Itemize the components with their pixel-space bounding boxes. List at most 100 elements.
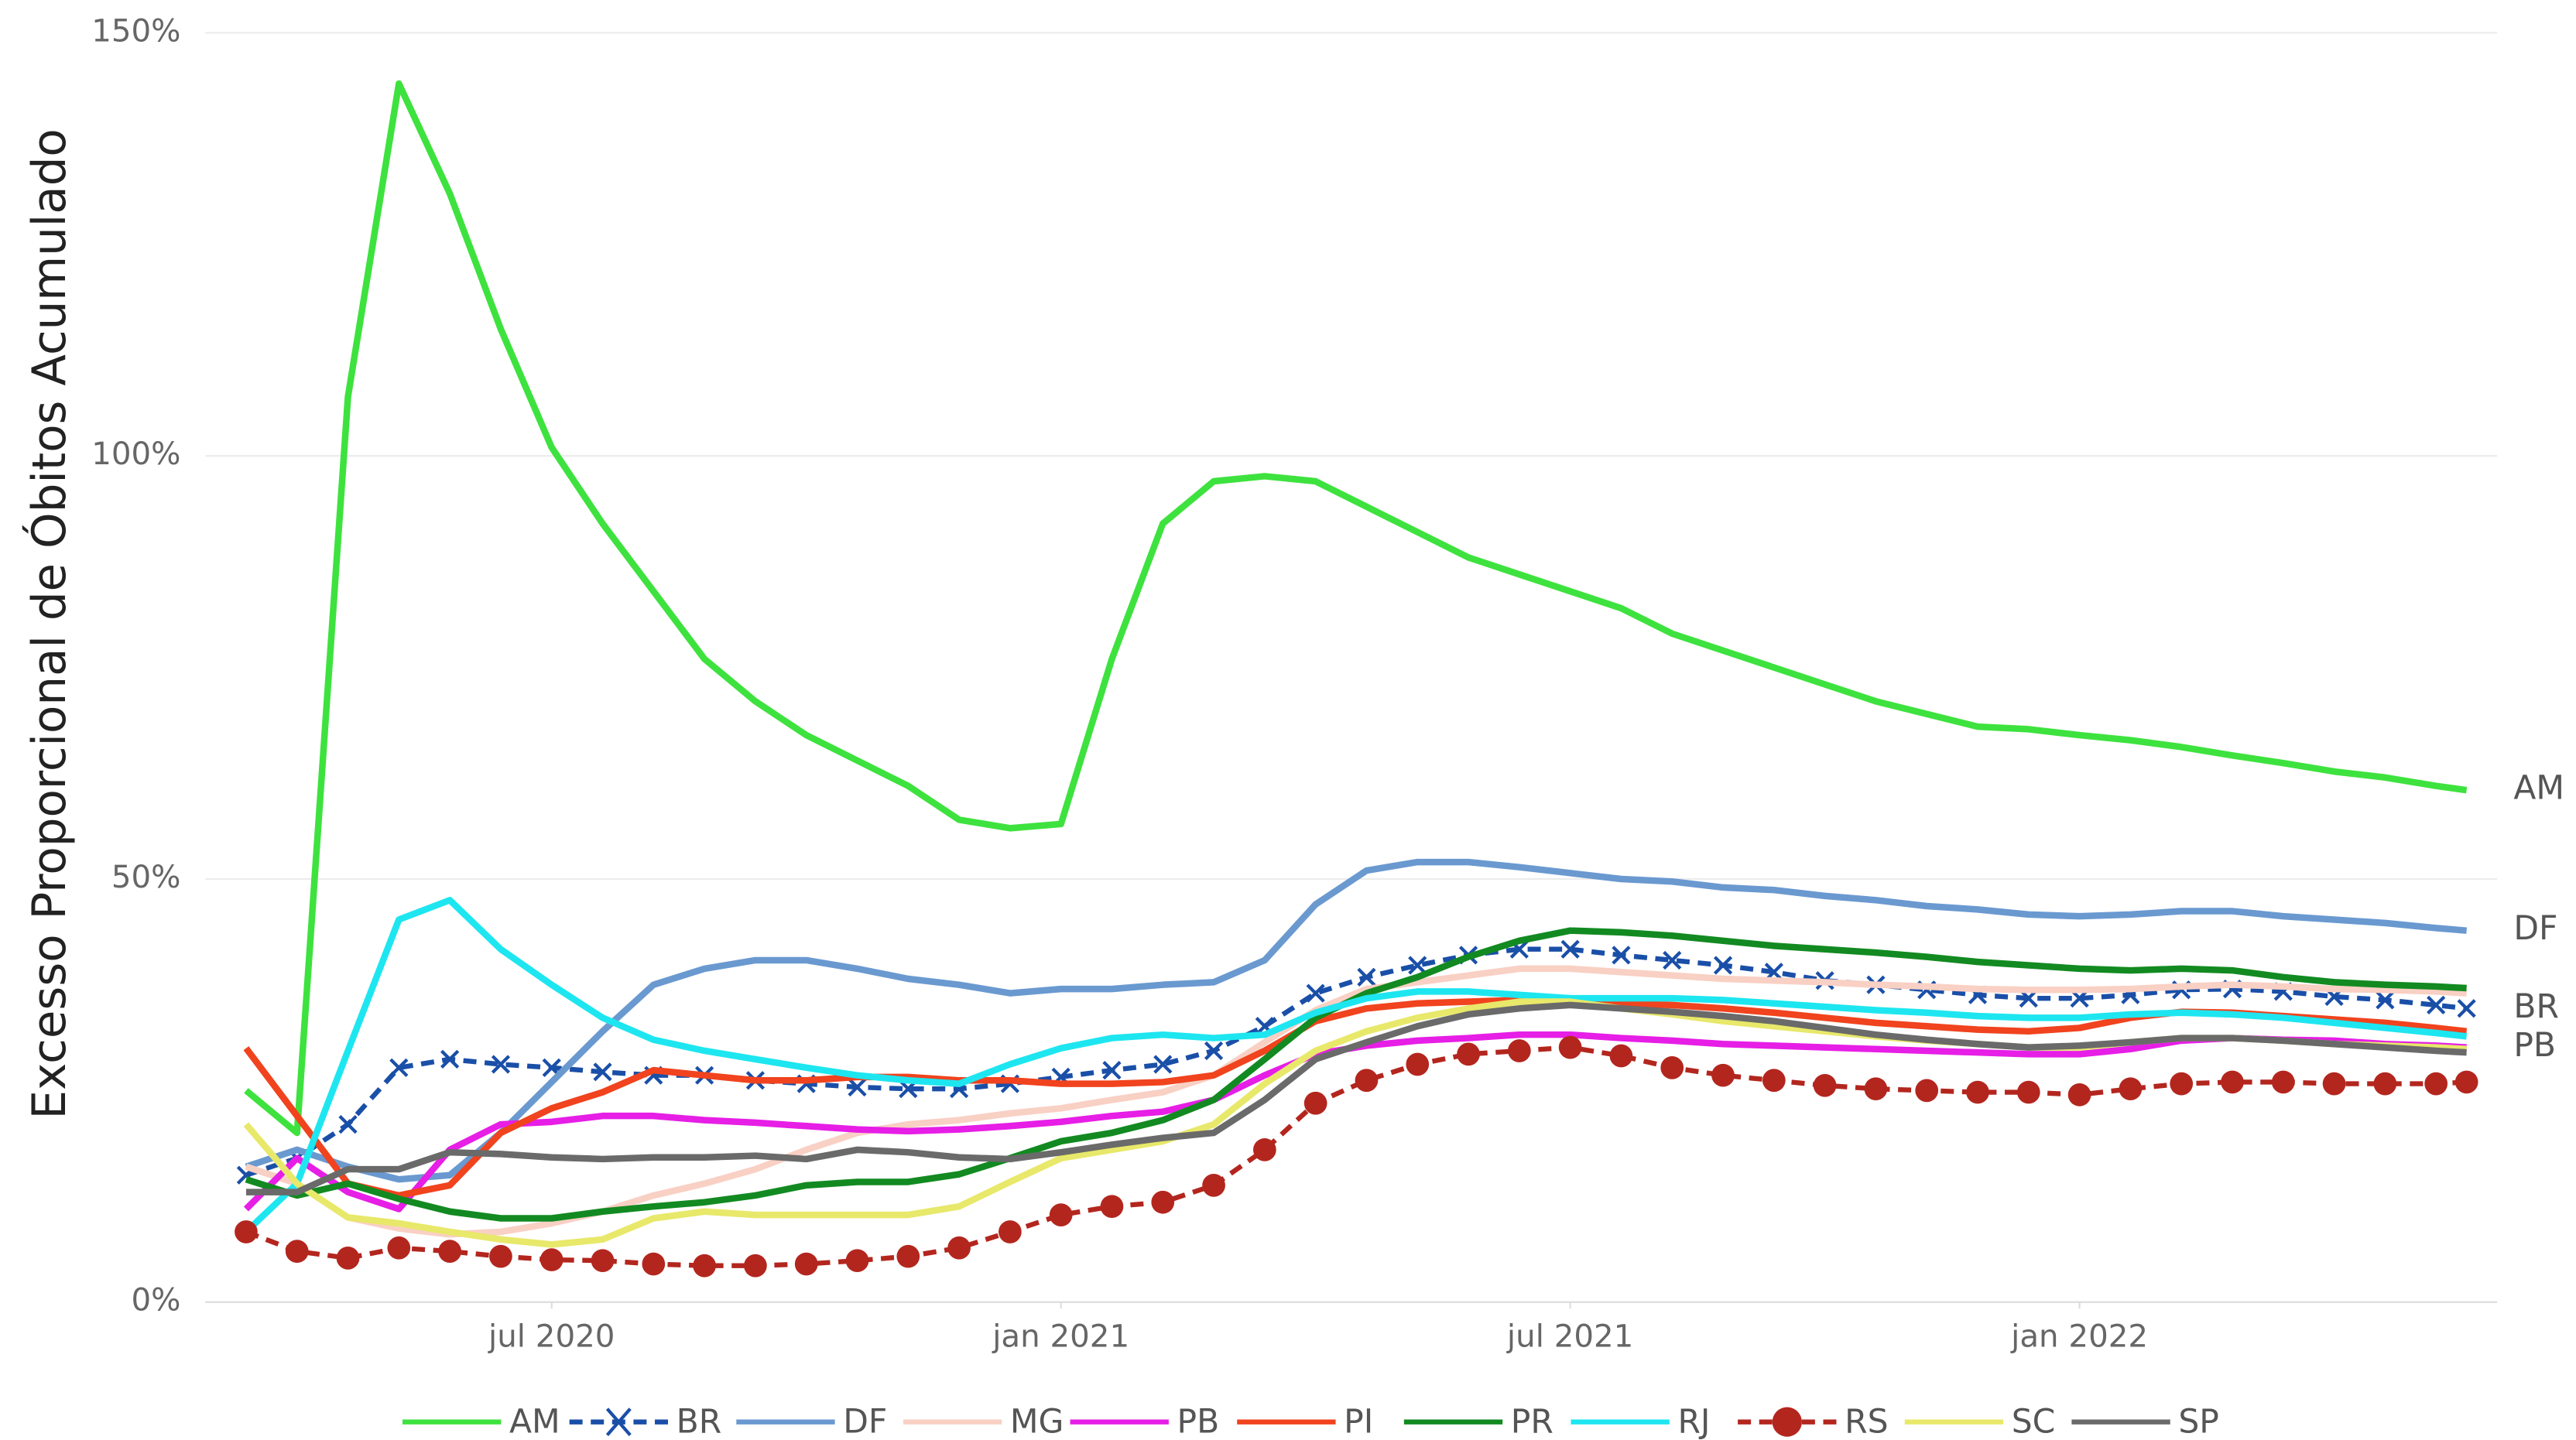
- series-line: [245, 927, 2467, 1222]
- y-tick-label: 0%: [132, 1282, 181, 1319]
- point: [2424, 1072, 2448, 1096]
- point: [1253, 1138, 1276, 1161]
- point: [2454, 1070, 2478, 1094]
- series-line: [243, 998, 2467, 1248]
- point: [1762, 1069, 1786, 1093]
- legend-item: PB: [1070, 1403, 1220, 1440]
- end-label: BR: [2513, 988, 2559, 1026]
- point: [285, 1240, 309, 1263]
- point: [2457, 999, 2476, 1018]
- point: [438, 1240, 461, 1263]
- x-tick-label: jan 2022: [2010, 1318, 2148, 1354]
- point: [1303, 1091, 1327, 1115]
- series-line: [245, 946, 2467, 1178]
- x-tick-label: jul 2021: [1506, 1318, 1633, 1354]
- point: [1558, 1035, 1582, 1059]
- point: [1966, 1080, 1989, 1104]
- point: [1151, 1190, 1175, 1214]
- point: [1102, 1061, 1122, 1080]
- point: [999, 1220, 1022, 1243]
- point: [489, 1244, 512, 1268]
- series-line: [245, 858, 2467, 1183]
- point: [2016, 1080, 2040, 1104]
- series: [244, 897, 2468, 1235]
- series-line: [243, 997, 2468, 1199]
- x-tick-label: jul 2020: [488, 1318, 615, 1354]
- series: AM: [244, 80, 2564, 1137]
- point: [1408, 956, 1427, 975]
- series-line: [244, 80, 2468, 1137]
- legend-marker: [1772, 1407, 1802, 1437]
- series-line: [244, 897, 2468, 1235]
- point: [1660, 1055, 1684, 1079]
- series: [245, 927, 2467, 1222]
- legend-label: BR: [677, 1403, 722, 1440]
- point: [896, 1244, 920, 1268]
- point: [440, 1049, 460, 1069]
- series: PB: [243, 1027, 2556, 1213]
- point: [1049, 1203, 1073, 1226]
- point: [947, 1236, 971, 1260]
- legend-item: DF: [736, 1403, 887, 1440]
- legend-item: PR: [1403, 1403, 1553, 1440]
- legend-label: PR: [1511, 1403, 1553, 1440]
- point: [591, 1249, 615, 1273]
- point: [1711, 1063, 1735, 1087]
- point: [1202, 1173, 1225, 1197]
- legend-label: PI: [1344, 1403, 1373, 1440]
- point: [1560, 939, 1580, 959]
- legend-item: BR: [569, 1403, 722, 1440]
- legend-marker: [605, 1408, 632, 1437]
- point: [336, 1247, 360, 1270]
- legend-label: PB: [1177, 1403, 1220, 1440]
- point: [2221, 1070, 2244, 1094]
- y-tick-label: 50%: [111, 859, 181, 895]
- point: [1204, 1041, 1224, 1061]
- series: BR: [236, 939, 2559, 1185]
- x-tick-label: jan 2021: [992, 1318, 1129, 1354]
- point: [2170, 1072, 2194, 1096]
- point: [1357, 967, 1376, 987]
- legend-label: RJ: [1677, 1403, 1710, 1440]
- point: [540, 1248, 564, 1271]
- legend-item: SC: [1904, 1403, 2055, 1440]
- point: [2427, 995, 2446, 1015]
- point: [1306, 983, 1325, 1003]
- series-line: [245, 1045, 2467, 1268]
- legend-label: RS: [1845, 1403, 1888, 1440]
- point: [848, 1077, 867, 1097]
- series-line: [245, 965, 2467, 1238]
- end-label: PB: [2513, 1027, 2556, 1065]
- point: [1915, 1079, 1939, 1103]
- point: [2271, 1070, 2295, 1094]
- point: [1100, 1195, 1124, 1219]
- series-line: [245, 1001, 2467, 1195]
- legend-item: MG: [903, 1403, 1064, 1440]
- point: [1864, 1077, 1888, 1101]
- legend-label: AM: [509, 1403, 560, 1440]
- point: [1457, 1042, 1480, 1066]
- series: [243, 998, 2467, 1248]
- end-label: AM: [2513, 770, 2564, 808]
- point: [1612, 946, 1631, 965]
- point: [1355, 1069, 1379, 1093]
- legend-label: DF: [843, 1403, 887, 1440]
- point: [845, 1249, 869, 1273]
- point: [338, 1114, 358, 1134]
- series: [243, 997, 2468, 1199]
- series: DF: [245, 858, 2557, 1183]
- point: [744, 1254, 767, 1278]
- legend-item: AM: [402, 1403, 560, 1440]
- point: [1813, 1073, 1837, 1097]
- series-line: [243, 1031, 2467, 1213]
- point: [387, 1236, 411, 1260]
- series: [245, 1001, 2467, 1195]
- point: [235, 1220, 258, 1243]
- point: [1153, 1055, 1173, 1074]
- point: [1507, 1039, 1531, 1062]
- point: [693, 1254, 716, 1278]
- series: [245, 965, 2467, 1238]
- legend-label: MG: [1010, 1403, 1064, 1440]
